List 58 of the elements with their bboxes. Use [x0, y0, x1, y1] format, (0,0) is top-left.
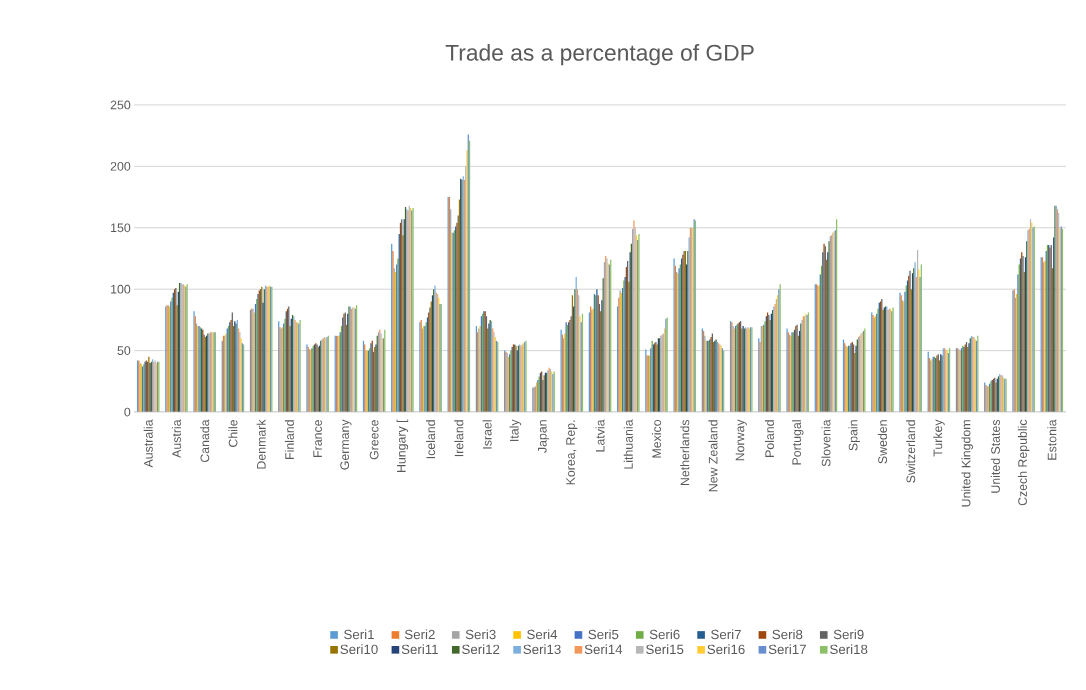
legend-label: Seri11: [401, 644, 438, 655]
x-tick-label: Spain: [848, 420, 860, 451]
x-tick-label: United Kingdom: [961, 420, 973, 507]
legend-label: Seri10: [340, 644, 378, 655]
x-tick-label: United States: [990, 420, 1000, 493]
legend-label: Seri14: [584, 644, 623, 655]
y-tick-label: 150: [111, 223, 131, 233]
x-tick-label: Greece: [369, 420, 379, 460]
x-tick-label: Austria: [171, 419, 181, 459]
legend-label: Seri16: [707, 644, 745, 655]
y-tick-label: 50: [117, 346, 131, 356]
chart-title: Trade as a percentage of GDP: [445, 44, 754, 66]
x-tick-label: Mexico: [651, 420, 662, 458]
legend-label: Seri12: [462, 644, 500, 655]
x-tick-label: Sweden: [877, 420, 887, 464]
x-tick-label: Japan: [538, 420, 550, 454]
x-tick-label: Hungary [: [396, 419, 409, 473]
legend-label: Seri17: [768, 644, 806, 655]
x-tick-label: Slovenia: [821, 419, 831, 467]
x-tick-label: Netherlands: [680, 420, 690, 486]
x-tick-label: Switzerland: [906, 420, 916, 483]
x-tick-label: Germany: [340, 419, 352, 470]
y-tick-label: 0: [124, 407, 131, 417]
x-tick-label: Lithuania: [623, 419, 633, 469]
y-tick-label: 100: [111, 285, 131, 294]
x-tick-label: Australia: [143, 419, 153, 468]
legend-label: Seri8: [772, 629, 803, 640]
y-tick-label: 250: [110, 100, 131, 110]
x-tick-label: Canada: [200, 419, 210, 463]
legend-label: Seri5: [588, 629, 619, 640]
legend-label: Seri4: [527, 629, 558, 640]
x-tick-label: Chile: [228, 420, 238, 448]
x-tick-label: Poland: [764, 420, 775, 458]
y-tick-label: 200: [110, 162, 131, 171]
x-tick-label: Latvia: [595, 419, 605, 452]
x-tick-label: Finland: [284, 420, 294, 460]
legend-label: Seri2: [404, 629, 435, 640]
legend-label: Seri9: [833, 629, 864, 640]
legend-label: Seri1: [344, 629, 374, 640]
x-tick-label: Estonia: [1047, 419, 1057, 460]
x-tick-label: Iceland: [426, 420, 436, 459]
x-tick-label: France: [313, 420, 322, 458]
legend-label: Seri6: [649, 629, 680, 640]
x-tick-label: Israel: [482, 420, 492, 449]
legend-label: Seri13: [523, 644, 561, 655]
legend-label: Seri3: [465, 629, 496, 640]
x-tick-label: Italy: [509, 419, 522, 442]
legend-label: Seri7: [711, 629, 741, 640]
legend-label: Seri18: [830, 644, 868, 655]
x-tick-label: Portugal: [791, 420, 804, 465]
x-tick-label: Turkey: [933, 419, 945, 457]
x-tick-label: New Zealand: [708, 420, 718, 492]
x-tick-label: Korea, Rep.: [566, 420, 578, 485]
x-tick-label: Ireland: [454, 420, 464, 457]
x-tick-label: Denmark: [256, 419, 266, 469]
x-tick-label: Czech Republic: [1017, 420, 1030, 506]
x-tick-label: Norway: [735, 419, 747, 461]
legend-label: Seri15: [646, 644, 684, 655]
